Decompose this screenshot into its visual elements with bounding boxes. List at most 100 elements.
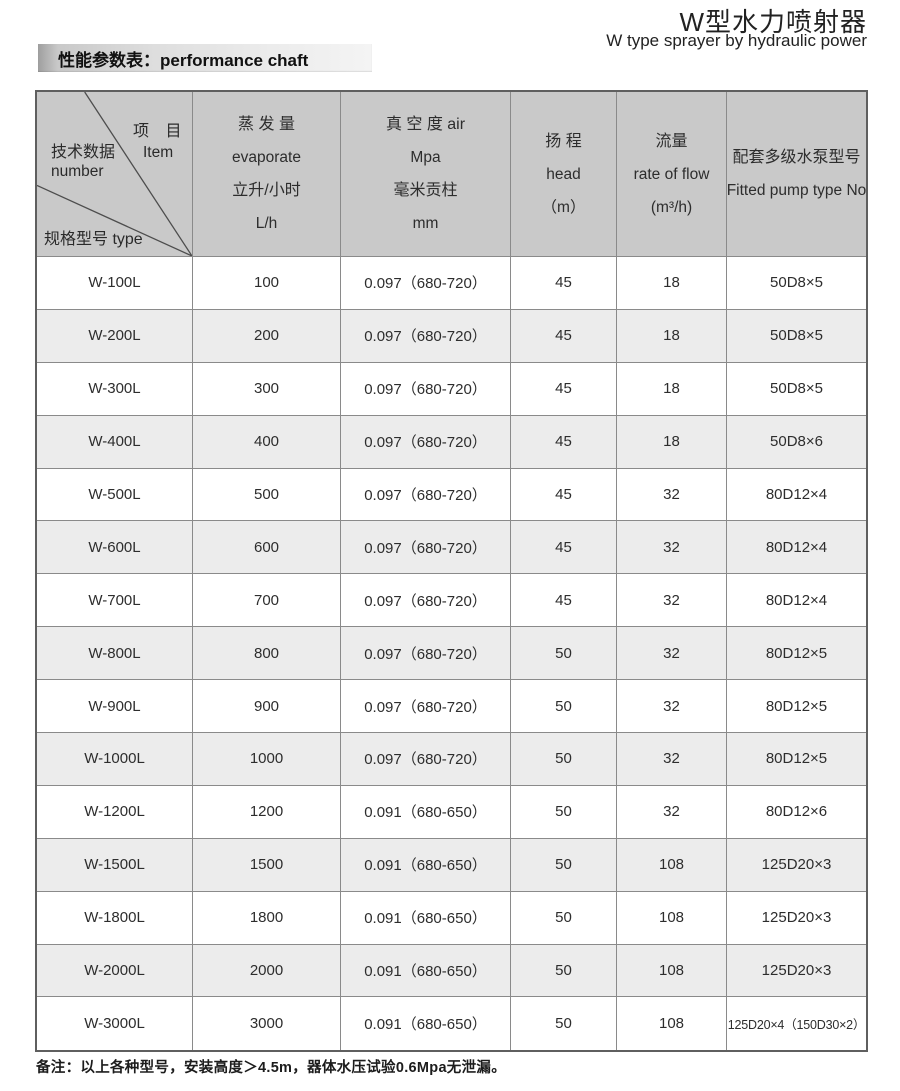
cell-model: W-900L: [37, 680, 193, 734]
corner-item-label-en: Item: [143, 144, 174, 161]
cell-pump: 50D8×5: [727, 363, 866, 416]
cell-evaporate: 1000: [193, 733, 341, 786]
cell-vacuum: 0.097（680-720）: [341, 415, 511, 469]
table-row: W-400L 400 0.097（680-720） 45 18 50D8×6: [37, 415, 866, 469]
cell-pump: 50D8×6: [727, 416, 866, 469]
cell-model: W-1800L: [37, 891, 193, 945]
table-row: W-700L 700 0.097（680-720） 45 32 80D12×4: [37, 574, 866, 628]
cell-head: 45: [511, 415, 617, 469]
performance-table: 项 目 Item 技术数据 number 规格型号 type 蒸 发 量 eva…: [35, 90, 868, 1053]
cell-head: 50: [511, 997, 617, 1051]
cell-pump: 50D8×5: [727, 257, 866, 310]
cell-pump: 125D20×4（150D30×2）: [727, 1018, 866, 1033]
cell-pump: 80D12×5: [727, 627, 866, 681]
cell-head: 50: [511, 733, 617, 786]
cell-pump: 125D20×3: [727, 839, 866, 892]
cell-pump: 80D12×4: [727, 469, 866, 522]
cell-model: W-2000L: [37, 944, 193, 998]
corner-header-cell: 项 目 Item 技术数据 number 规格型号 type: [37, 92, 193, 257]
table-row: W-200L 200 0.097（680-720） 45 18 50D8×5: [37, 309, 866, 363]
cell-model: W-600L: [37, 521, 193, 575]
cell-flow: 32: [617, 521, 727, 575]
cell-head: 45: [511, 521, 617, 575]
cell-vacuum: 0.091（680-650）: [341, 997, 511, 1051]
cell-flow: 18: [617, 309, 727, 363]
cell-model: W-1000L: [37, 733, 193, 786]
cell-evaporate: 700: [193, 574, 341, 628]
cell-model: W-3000L: [37, 997, 193, 1051]
table-row: W-300L 300 0.097（680-720） 45 18 50D8×5: [37, 362, 866, 416]
cell-evaporate: 1800: [193, 891, 341, 945]
cell-evaporate: 300: [193, 362, 341, 416]
cell-pump: 80D12×4: [727, 521, 866, 575]
cell-evaporate: 600: [193, 521, 341, 575]
table-row: W-900L 900 0.097（680-720） 50 32 80D12×5: [37, 680, 866, 734]
corner-number-label-en: number: [51, 163, 104, 180]
cell-pump: 80D12×6: [727, 786, 866, 839]
cell-vacuum: 0.097（680-720）: [341, 627, 511, 681]
cell-flow: 108: [617, 891, 727, 945]
cell-model: W-100L: [37, 257, 193, 310]
table-row: W-1500L 1500 0.091（680-650） 50 108 125D2…: [37, 838, 866, 892]
cell-evaporate: 400: [193, 415, 341, 469]
cell-evaporate: 3000: [193, 997, 341, 1051]
header-pump: 配套多级水泵型号 Fitted pump type No: [727, 92, 866, 257]
cell-head: 50: [511, 627, 617, 681]
footnote: 备注：以上各种型号，安装高度＞4.5m，器体水压试验0.6Mpa无泄漏。: [36, 1060, 507, 1076]
cell-vacuum: 0.097（680-720）: [341, 574, 511, 628]
table-row: W-1000L 1000 0.097（680-720） 50 32 80D12×…: [37, 733, 866, 786]
corner-number-label-zh: 技术数据: [51, 144, 116, 161]
cell-flow: 18: [617, 362, 727, 416]
cell-head: 45: [511, 362, 617, 416]
cell-head: 50: [511, 838, 617, 892]
cell-vacuum: 0.097（680-720）: [341, 309, 511, 363]
cell-head: 45: [511, 257, 617, 310]
cell-evaporate: 1200: [193, 785, 341, 839]
cell-evaporate: 2000: [193, 944, 341, 998]
page-subtitle: W type sprayer by hydraulic power: [606, 31, 867, 50]
cell-head: 45: [511, 574, 617, 628]
cell-flow: 32: [617, 574, 727, 628]
section-banner: 性能参数表：performance chaft: [38, 44, 372, 72]
table-row: W-800L 800 0.097（680-720） 50 32 80D12×5: [37, 627, 866, 681]
cell-flow: 108: [617, 997, 727, 1051]
cell-vacuum: 0.097（680-720）: [341, 521, 511, 575]
header-head: 扬 程 head （m）: [511, 92, 617, 257]
cell-evaporate: 900: [193, 680, 341, 734]
cell-vacuum: 0.091（680-650）: [341, 944, 511, 998]
cell-flow: 32: [617, 680, 727, 734]
cell-vacuum: 0.097（680-720）: [341, 680, 511, 734]
cell-vacuum: 0.097（680-720）: [341, 257, 511, 310]
cell-pump: 80D12×5: [727, 733, 866, 786]
table-row: W-100L 100 0.097（680-720） 45 18 50D8×5: [37, 257, 866, 310]
cell-flow: 32: [617, 468, 727, 522]
cell-flow: 108: [617, 838, 727, 892]
cell-evaporate: 1500: [193, 838, 341, 892]
cell-model: W-500L: [37, 468, 193, 522]
table-row: W-600L 600 0.097（680-720） 45 32 80D12×4: [37, 521, 866, 575]
cell-flow: 32: [617, 785, 727, 839]
table-row: W-2000L 2000 0.091（680-650） 50 108 125D2…: [37, 944, 866, 998]
cell-model: W-800L: [37, 627, 193, 681]
cell-vacuum: 0.091（680-650）: [341, 838, 511, 892]
cell-model: W-300L: [37, 362, 193, 416]
cell-evaporate: 100: [193, 257, 341, 310]
cell-flow: 32: [617, 627, 727, 681]
table-row: W-3000L 3000 0.091（680-650） 50 108 125D2…: [37, 997, 866, 1051]
cell-model: W-1500L: [37, 838, 193, 892]
cell-model: W-1200L: [37, 785, 193, 839]
cell-flow: 18: [617, 257, 727, 310]
header-flow: 流量 rate of flow (m³/h): [617, 92, 727, 257]
cell-pump: 50D8×5: [727, 310, 866, 363]
cell-vacuum: 0.091（680-650）: [341, 785, 511, 839]
cell-model: W-400L: [37, 415, 193, 469]
cell-pump: 80D12×4: [727, 574, 866, 628]
cell-head: 45: [511, 309, 617, 363]
cell-vacuum: 0.091（680-650）: [341, 891, 511, 945]
cell-head: 50: [511, 785, 617, 839]
header-evaporate: 蒸 发 量 evaporate 立升/小时 L/h: [193, 92, 341, 257]
cell-evaporate: 800: [193, 627, 341, 681]
cell-vacuum: 0.097（680-720）: [341, 733, 511, 786]
table-row: W-500L 500 0.097（680-720） 45 32 80D12×4: [37, 468, 866, 522]
cell-evaporate: 200: [193, 309, 341, 363]
